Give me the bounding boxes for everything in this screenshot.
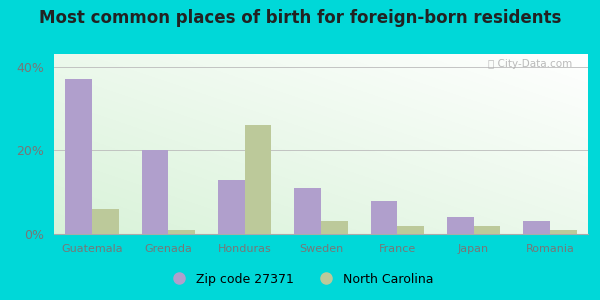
Bar xyxy=(65,79,92,234)
Bar xyxy=(142,150,169,234)
Bar xyxy=(523,221,550,234)
Bar xyxy=(371,200,397,234)
Bar xyxy=(447,217,473,234)
Legend: Zip code 27371, North Carolina: Zip code 27371, North Carolina xyxy=(161,268,439,291)
Bar xyxy=(92,209,119,234)
Bar xyxy=(550,230,577,234)
Text: Most common places of birth for foreign-born residents: Most common places of birth for foreign-… xyxy=(39,9,561,27)
Bar xyxy=(473,226,500,234)
Bar xyxy=(397,226,424,234)
Bar xyxy=(218,180,245,234)
Text: ⓘ City-Data.com: ⓘ City-Data.com xyxy=(488,59,572,69)
Bar xyxy=(321,221,348,234)
Bar xyxy=(169,230,195,234)
Bar xyxy=(245,125,271,234)
Bar xyxy=(295,188,321,234)
